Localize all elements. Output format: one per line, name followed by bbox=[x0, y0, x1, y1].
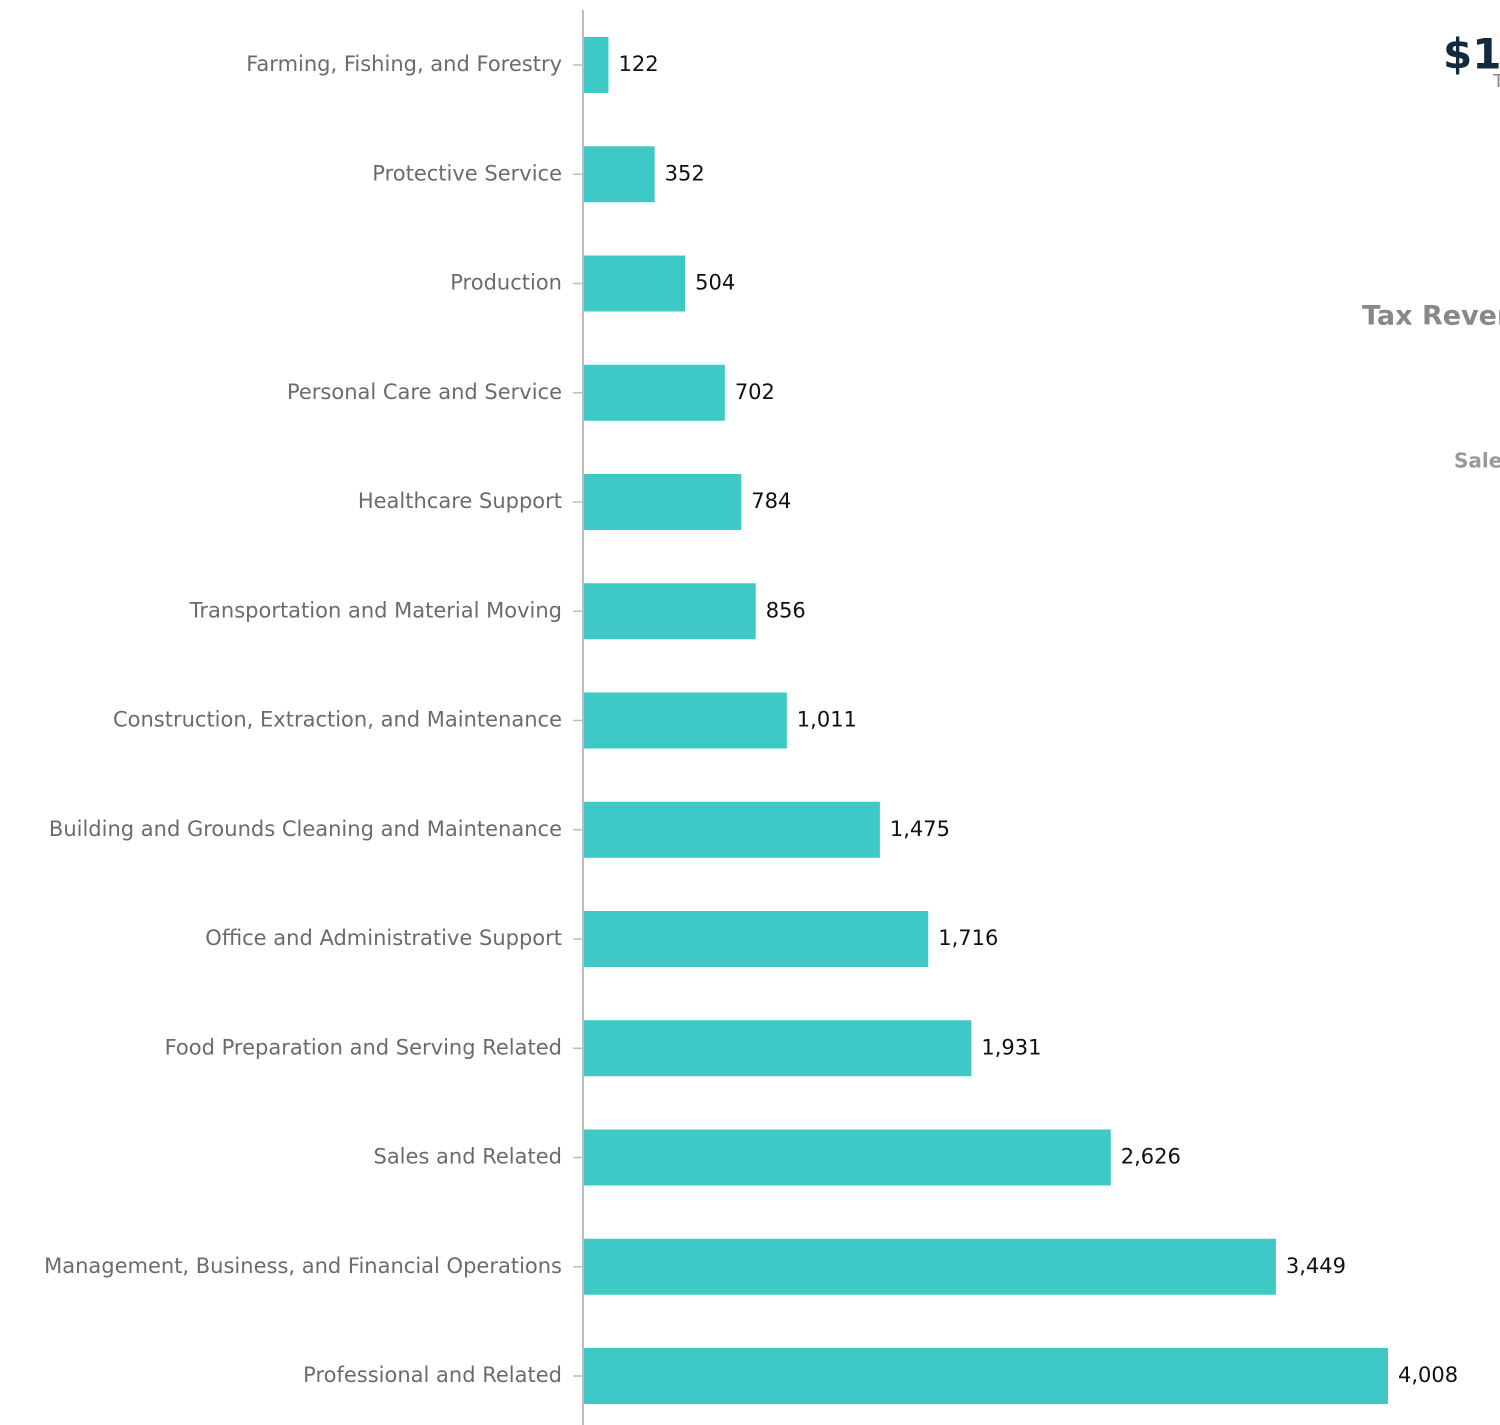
bar bbox=[584, 474, 742, 530]
data-label: 1,716 bbox=[938, 926, 998, 950]
y-tick-label: Management, Business, and Financial Oper… bbox=[44, 1254, 562, 1278]
bar bbox=[584, 801, 880, 858]
data-label: 504 bbox=[695, 271, 735, 295]
bar bbox=[584, 911, 929, 967]
bar bbox=[584, 1020, 972, 1077]
headline: $1 bbox=[1443, 30, 1500, 79]
y-tick-label: Production bbox=[450, 271, 562, 295]
data-label: 4,008 bbox=[1398, 1363, 1458, 1387]
section-title: Tax Rever bbox=[1362, 301, 1500, 332]
data-label: 1,931 bbox=[981, 1035, 1041, 1059]
data-label: 784 bbox=[751, 489, 791, 513]
bar bbox=[584, 255, 686, 312]
y-tick-label: Office and Administrative Support bbox=[205, 926, 562, 950]
bar bbox=[584, 583, 756, 640]
data-label: 2,626 bbox=[1121, 1145, 1181, 1169]
y-tick-label: Protective Service bbox=[372, 161, 562, 185]
y-tick-label: Healthcare Support bbox=[358, 489, 562, 513]
data-label: 3,449 bbox=[1286, 1254, 1346, 1278]
y-tick-label: Construction, Extraction, and Maintenanc… bbox=[113, 708, 562, 732]
y-tick-label: Personal Care and Service bbox=[287, 380, 562, 404]
bar bbox=[584, 1238, 1276, 1295]
headline-caption: T bbox=[1492, 71, 1500, 92]
y-tick-label: Farming, Fishing, and Forestry bbox=[246, 52, 562, 76]
bar bbox=[584, 37, 609, 93]
y-tick-label: Building and Grounds Cleaning and Mainte… bbox=[49, 817, 562, 841]
bar bbox=[584, 364, 725, 421]
data-label: 122 bbox=[618, 52, 658, 76]
y-tick-label: Transportation and Material Moving bbox=[189, 598, 562, 622]
y-tick-label: Professional and Related bbox=[303, 1363, 562, 1387]
section-caption: Sale bbox=[1454, 449, 1500, 473]
y-tick-label: Sales and Related bbox=[373, 1145, 562, 1169]
bar bbox=[584, 1348, 1388, 1404]
bar bbox=[584, 146, 655, 203]
data-label: 352 bbox=[665, 161, 705, 185]
bar bbox=[584, 1129, 1111, 1186]
y-tick-label: Food Preparation and Serving Related bbox=[165, 1035, 562, 1059]
data-label: 1,011 bbox=[797, 708, 857, 732]
data-label: 856 bbox=[766, 598, 806, 622]
data-label: 1,475 bbox=[890, 817, 950, 841]
bar bbox=[584, 692, 787, 749]
data-label: 702 bbox=[735, 380, 775, 404]
